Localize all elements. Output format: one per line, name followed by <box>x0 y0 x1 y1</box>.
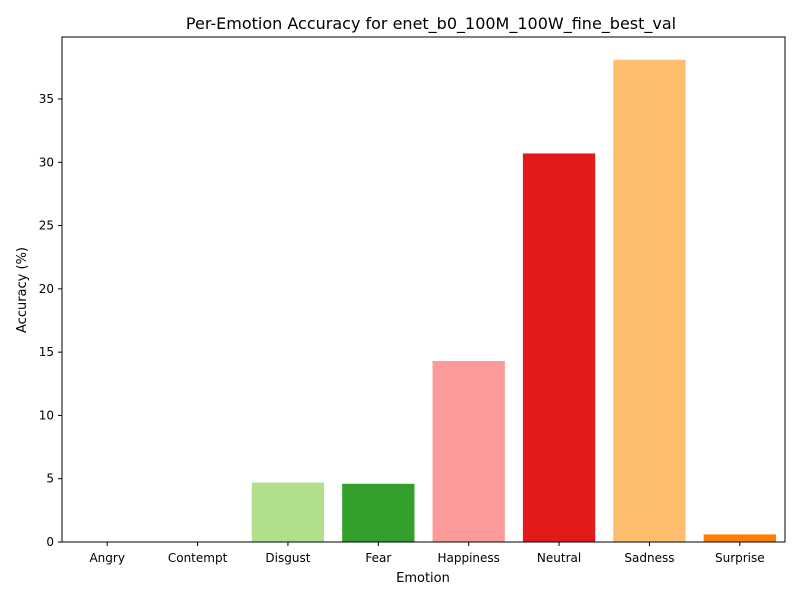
x-tick-label: Angry <box>89 551 124 565</box>
y-tick-label: 0 <box>46 535 54 549</box>
y-tick-label: 20 <box>39 282 54 296</box>
x-tick-label: Disgust <box>265 551 310 565</box>
x-tick-label: Surprise <box>715 551 765 565</box>
bar-disgust <box>251 482 325 542</box>
bar-surprise <box>703 534 776 542</box>
x-tick-label: Happiness <box>437 551 499 565</box>
bars-group <box>251 59 776 542</box>
y-tick-label: 30 <box>39 155 54 169</box>
x-tick-label: Contempt <box>168 551 228 565</box>
x-tick-label: Fear <box>365 551 391 565</box>
bar-happiness <box>432 361 505 542</box>
x-axis-label: Emotion <box>396 571 450 586</box>
y-axis-label: Accuracy (%) <box>15 247 30 333</box>
x-ticks-group: Angry Contempt Disgust Fear Happiness Neutral… <box>89 542 765 565</box>
bar-fear <box>342 483 415 542</box>
y-tick-label: 25 <box>39 219 54 233</box>
bar-sadness <box>613 59 686 542</box>
y-tick-label: 15 <box>39 345 54 359</box>
x-tick-label: Sadness <box>624 551 674 565</box>
y-tick-label: 5 <box>46 472 54 486</box>
y-ticks-group: 0 5 10 15 20 25 30 35 <box>39 92 62 549</box>
chart-title: Per-Emotion Accuracy for enet_b0_100M_10… <box>186 14 676 34</box>
plot-frame <box>61 36 786 543</box>
bar-neutral <box>522 153 596 542</box>
y-tick-label: 10 <box>39 408 54 422</box>
x-tick-label: Neutral <box>537 551 581 565</box>
y-tick-label: 35 <box>39 92 54 106</box>
